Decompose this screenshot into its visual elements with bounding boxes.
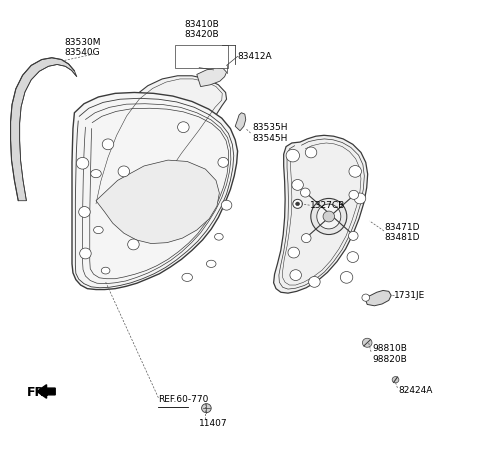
Polygon shape bbox=[365, 290, 391, 306]
Ellipse shape bbox=[292, 179, 303, 190]
Ellipse shape bbox=[296, 202, 300, 206]
Text: 83530M
83540G: 83530M 83540G bbox=[65, 37, 101, 57]
Ellipse shape bbox=[340, 272, 353, 283]
Ellipse shape bbox=[91, 170, 101, 178]
Text: REF.60-770: REF.60-770 bbox=[158, 395, 209, 404]
Ellipse shape bbox=[182, 273, 192, 281]
Ellipse shape bbox=[305, 147, 317, 158]
Ellipse shape bbox=[218, 157, 228, 167]
Polygon shape bbox=[197, 68, 227, 87]
Text: 98810B
98820B: 98810B 98820B bbox=[372, 344, 407, 364]
Polygon shape bbox=[89, 76, 227, 219]
Ellipse shape bbox=[362, 338, 372, 347]
Ellipse shape bbox=[79, 207, 90, 217]
Ellipse shape bbox=[311, 198, 347, 235]
Polygon shape bbox=[72, 92, 238, 290]
Ellipse shape bbox=[178, 122, 189, 133]
Ellipse shape bbox=[354, 193, 366, 204]
Text: 82424A: 82424A bbox=[398, 386, 433, 395]
Ellipse shape bbox=[301, 234, 311, 243]
Ellipse shape bbox=[76, 157, 89, 169]
Ellipse shape bbox=[101, 267, 110, 274]
Text: 1731JE: 1731JE bbox=[394, 291, 425, 300]
Text: FR.: FR. bbox=[26, 386, 49, 399]
Ellipse shape bbox=[392, 377, 399, 383]
Text: 83410B
83420B: 83410B 83420B bbox=[185, 19, 219, 39]
Polygon shape bbox=[11, 58, 77, 201]
Polygon shape bbox=[274, 135, 368, 293]
Ellipse shape bbox=[286, 149, 300, 162]
Ellipse shape bbox=[309, 276, 320, 287]
Ellipse shape bbox=[290, 270, 301, 281]
Polygon shape bbox=[175, 45, 228, 68]
Polygon shape bbox=[137, 211, 157, 225]
Ellipse shape bbox=[221, 200, 232, 210]
Ellipse shape bbox=[102, 139, 114, 150]
Ellipse shape bbox=[293, 199, 302, 208]
Ellipse shape bbox=[348, 231, 358, 240]
Polygon shape bbox=[96, 160, 219, 244]
Ellipse shape bbox=[317, 204, 341, 229]
Ellipse shape bbox=[347, 252, 359, 262]
Text: 83535H
83545H: 83535H 83545H bbox=[252, 123, 288, 143]
Ellipse shape bbox=[349, 166, 361, 177]
Ellipse shape bbox=[323, 211, 335, 222]
Ellipse shape bbox=[349, 190, 359, 199]
Ellipse shape bbox=[362, 294, 370, 301]
Polygon shape bbox=[235, 113, 246, 131]
Text: 1327CB: 1327CB bbox=[310, 201, 345, 210]
Ellipse shape bbox=[300, 188, 310, 197]
Ellipse shape bbox=[202, 404, 211, 413]
Ellipse shape bbox=[206, 260, 216, 267]
FancyArrow shape bbox=[37, 385, 55, 398]
Ellipse shape bbox=[288, 247, 300, 258]
Ellipse shape bbox=[128, 239, 139, 250]
Text: 11407: 11407 bbox=[199, 419, 228, 428]
Ellipse shape bbox=[215, 234, 223, 240]
Ellipse shape bbox=[80, 248, 91, 259]
Text: 83412A: 83412A bbox=[238, 52, 272, 61]
Text: 83471D
83481D: 83471D 83481D bbox=[384, 222, 420, 242]
Ellipse shape bbox=[118, 166, 130, 177]
Ellipse shape bbox=[94, 226, 103, 234]
